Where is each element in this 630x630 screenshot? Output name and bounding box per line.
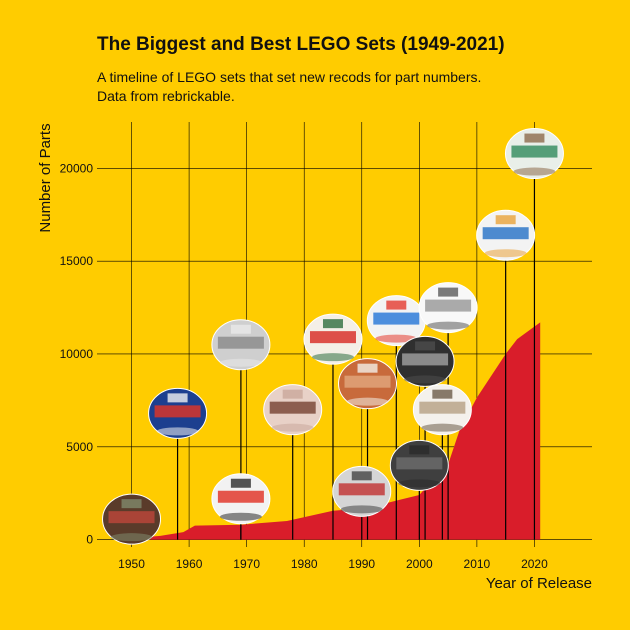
marker-detail [409,445,430,455]
set-marker [395,335,455,387]
axis-ticks: 1950 1960 1970 1980 1990 2000 2010 2020 0 5000 100… [60,161,548,571]
marker-shade [513,167,556,176]
marker-detail [121,499,142,509]
marker-band [217,490,264,503]
marker-detail [415,341,436,351]
marker-band [309,331,356,344]
set-marker [476,209,536,261]
y-tick-label: 10000 [60,347,94,361]
set-marker [338,358,398,410]
x-tick-label: 1970 [233,557,260,571]
x-tick-label: 2000 [406,557,433,571]
y-tick-label: 0 [86,533,93,547]
marker-detail [357,363,378,373]
set-marker [389,439,449,491]
marker-band [217,336,264,349]
x-tick-label: 2020 [521,557,548,571]
marker-band [396,457,443,470]
marker-shade [340,505,383,514]
marker-detail [322,319,343,329]
x-tick-label: 1980 [291,557,318,571]
set-marker [263,384,323,436]
marker-shade [375,334,418,343]
set-marker [412,384,472,436]
marker-shade [219,358,262,367]
x-tick-label: 1960 [176,557,203,571]
subtitle-line: Data from rebrickable. [97,88,235,104]
marker-detail [230,324,251,334]
marker-band [419,401,466,414]
y-tick-label: 20000 [60,161,94,175]
marker-band [425,299,472,312]
marker-detail [432,389,453,399]
chart-title: The Biggest and Best LEGO Sets (1949-202… [97,34,505,55]
marker-shade [427,321,470,330]
marker-shade [156,427,199,436]
subtitle-line: A timeline of LEGO sets that set new rec… [97,69,482,85]
marker-band [482,227,529,240]
marker-shade [421,423,464,432]
chart-subtitle: A timeline of LEGO sets that set new rec… [97,68,481,106]
y-tick-label: 15000 [60,254,94,268]
x-tick-label: 1990 [348,557,375,571]
y-tick-label: 5000 [66,440,93,454]
marker-band [511,145,558,158]
marker-band [154,405,201,418]
set-marker [102,493,162,545]
marker-detail [230,478,251,488]
marker-shade [346,397,389,406]
set-marker [504,128,564,180]
set-marker [148,387,208,439]
marker-shade [110,533,153,542]
set-marker [418,282,478,334]
marker-shade [311,353,354,362]
set-marker [303,313,363,365]
y-axis-label: Number of Parts [37,123,54,232]
x-tick-label: 2010 [464,557,491,571]
marker-shade [219,512,262,521]
marker-shade [398,479,441,488]
marker-detail [495,215,516,225]
marker-detail [438,287,459,297]
x-tick-label: 1950 [118,557,145,571]
marker-shade [404,375,447,384]
marker-detail [524,133,545,143]
x-axis-label: Year of Release [486,575,592,592]
marker-shade [484,249,527,258]
marker-band [269,401,316,414]
marker-detail [386,300,407,310]
marker-detail [282,389,303,399]
marker-band [373,312,420,325]
marker-band [108,511,155,524]
set-marker [332,465,392,517]
marker-band [338,483,385,496]
set-marker [366,295,426,347]
marker-band [402,353,449,366]
marker-detail [167,393,188,403]
marker-detail [351,471,372,481]
set-markers [102,128,564,545]
set-marker [211,473,271,525]
marker-band [344,375,391,388]
set-marker [211,319,271,371]
marker-shade [271,423,314,432]
